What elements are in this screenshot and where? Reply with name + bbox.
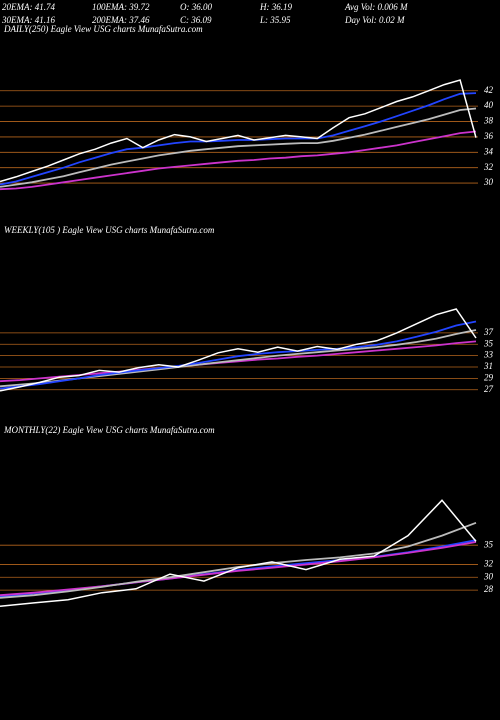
header-stat: H: 36.19 bbox=[259, 2, 292, 12]
header-stat: C: 36.09 bbox=[180, 15, 212, 25]
y-tick-label: 28 bbox=[484, 584, 494, 594]
y-tick-label: 37 bbox=[483, 327, 494, 337]
header-stat: 30EMA: 41.16 bbox=[1, 15, 55, 25]
series-line bbox=[0, 130, 477, 191]
panel-title: DAILY(250) Eagle View USG charts MunafaS… bbox=[3, 24, 203, 34]
y-tick-label: 42 bbox=[484, 85, 494, 95]
series-line bbox=[0, 541, 477, 597]
header-stat: 100EMA: 39.72 bbox=[92, 2, 150, 12]
series-line bbox=[0, 521, 477, 599]
header-stat: Avg Vol: 0.006 M bbox=[344, 2, 408, 12]
series-line bbox=[0, 320, 477, 390]
y-tick-label: 29 bbox=[484, 372, 494, 382]
y-tick-label: 40 bbox=[484, 100, 494, 110]
y-tick-label: 35 bbox=[483, 539, 494, 549]
series-line bbox=[0, 92, 477, 186]
panel-title: WEEKLY(105 ) Eagle View USG charts Munaf… bbox=[4, 225, 215, 235]
y-tick-label: 27 bbox=[484, 384, 494, 394]
series-line bbox=[0, 79, 477, 183]
y-tick-label: 32 bbox=[483, 559, 494, 569]
header-stat: 20EMA: 41.74 bbox=[2, 2, 55, 12]
series-line bbox=[0, 329, 477, 388]
header-stat: Day Vol: 0.02 M bbox=[344, 15, 405, 25]
y-tick-label: 36 bbox=[483, 131, 494, 141]
y-tick-label: 38 bbox=[483, 116, 494, 126]
header-stat: 200EMA: 37.46 bbox=[92, 15, 150, 25]
header-stat: O: 36.00 bbox=[180, 2, 212, 12]
series-line bbox=[0, 340, 477, 383]
series-line bbox=[0, 107, 477, 188]
y-tick-label: 34 bbox=[483, 146, 494, 156]
y-tick-label: 31 bbox=[483, 361, 493, 371]
y-tick-label: 30 bbox=[483, 177, 494, 187]
y-tick-label: 35 bbox=[483, 338, 494, 348]
panel-title: MONTHLY(22) Eagle View USG charts Munafa… bbox=[3, 425, 215, 435]
header-stat: L: 35.95 bbox=[259, 15, 291, 25]
series-line bbox=[0, 308, 477, 392]
series-line bbox=[0, 499, 477, 607]
y-tick-label: 30 bbox=[483, 571, 494, 581]
y-tick-label: 32 bbox=[483, 162, 494, 172]
y-tick-label: 33 bbox=[483, 350, 494, 360]
